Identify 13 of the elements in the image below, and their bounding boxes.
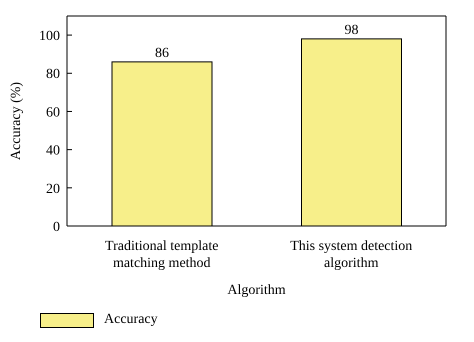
legend-label: Accuracy (103, 312, 158, 328)
y-axis-title: Accuracy (%) (8, 82, 24, 160)
data-label: 98 (344, 22, 358, 38)
y-tick-label: 80 (46, 67, 60, 82)
y-tick-label: 20 (46, 182, 60, 197)
y-tick-label: 60 (46, 105, 60, 120)
y-tick-label: 40 (46, 144, 60, 159)
x-axis-title: Algorithm (227, 283, 286, 298)
data-label: 86 (155, 46, 169, 61)
y-tick-label: 100 (39, 29, 60, 44)
x-tick-label: Traditional template matching method (105, 239, 218, 271)
x-tick-label: This system detection algorithm (290, 239, 412, 271)
y-tick-label: 0 (53, 220, 60, 235)
